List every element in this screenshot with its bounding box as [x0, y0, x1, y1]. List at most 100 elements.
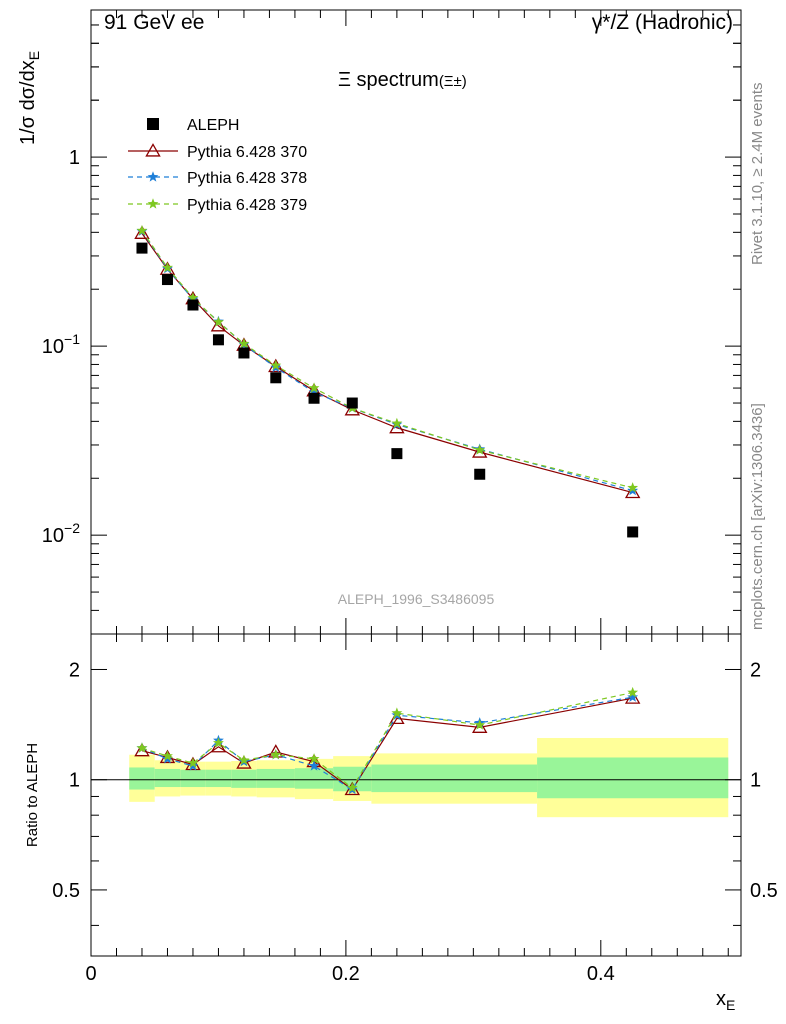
ratio-inner-band	[180, 769, 206, 788]
data-point	[238, 338, 250, 349]
legend-marker	[147, 171, 159, 182]
data-point	[474, 468, 486, 480]
ratio-point	[270, 749, 282, 760]
series-pythia-6-428-379	[136, 224, 639, 493]
data-point	[391, 417, 403, 429]
ratio-y-tick-label: 1	[69, 770, 80, 792]
ratio-y-tick-label: 2	[69, 659, 80, 681]
main-y-tick-label: 10−2	[42, 520, 80, 547]
ratio-point	[391, 707, 403, 718]
data-point	[187, 299, 199, 311]
ratio-point	[474, 719, 486, 730]
ratio-point	[627, 691, 639, 702]
data-point	[308, 382, 320, 393]
data-point	[270, 359, 282, 371]
ratio-point	[346, 782, 358, 793]
legend-label: Pythia 6.428 379	[187, 197, 307, 214]
plot-title-main: Ξ spectrum	[338, 69, 439, 91]
ratio-point	[187, 757, 199, 768]
ratio-x-ticks: 0 0.2 0.4	[85, 634, 729, 985]
data-point	[210, 317, 227, 332]
analysis-watermark: ALEPH_1996_S3486095	[338, 591, 495, 607]
ratio-point	[627, 686, 639, 698]
data-point	[627, 482, 639, 493]
data-point	[627, 526, 639, 538]
ratio-y-tick-label-right: 0.5	[750, 880, 778, 902]
series-line	[141, 230, 633, 489]
ratio-panel: 0.5 0.5 1 1 2 2 0 0.2 0.4 Ratio to ALEPH xE	[24, 633, 778, 1013]
ratio-series	[134, 686, 641, 796]
data-point	[136, 242, 148, 254]
legend-label: ALEPH	[187, 117, 239, 134]
plot-title-sub: (Ξ±)	[439, 73, 467, 90]
legend: ALEPH Pythia 6.428 370 Pythia 6.428 378 Pyt…	[128, 117, 307, 214]
ratio-point	[162, 750, 173, 761]
x-tick-label: 0	[85, 963, 96, 985]
ratio-inner-band	[129, 767, 155, 790]
legend-marker	[147, 118, 159, 130]
main-panel: 1 10−1 10−2 1/σ dσ/dxE Ξ spectrum(Ξ±) ALEP…	[17, 9, 742, 635]
main-series	[134, 224, 641, 538]
ratio-inner-band	[231, 769, 257, 788]
legend-marker	[145, 143, 161, 157]
series-pythia-6-428-378	[136, 225, 639, 496]
ratio-inner-band	[256, 768, 295, 788]
ratio-uncertainty-bands	[129, 737, 729, 818]
legend-entry-pythia-6-428-370: Pythia 6.428 370	[128, 143, 307, 161]
data-point	[238, 347, 250, 359]
ratio-inner-band	[154, 768, 181, 788]
data-point	[346, 397, 358, 409]
data-point	[212, 334, 224, 346]
data-point	[161, 274, 173, 286]
main-plot-frame	[90, 9, 742, 635]
data-point	[213, 316, 224, 327]
main-y-tick-label: 1	[69, 147, 80, 169]
data-point	[391, 448, 403, 460]
ratio-y-tick-label: 0.5	[52, 880, 80, 902]
series-aleph	[136, 242, 639, 538]
data-point	[308, 386, 320, 397]
legend-entry-pythia-6-428-378: Pythia 6.428 378	[128, 170, 307, 187]
ratio-inner-band	[205, 769, 232, 788]
ratio-point	[238, 754, 250, 765]
data-point	[134, 225, 150, 239]
ratio-point	[308, 753, 320, 764]
data-point	[308, 392, 320, 404]
ratio-y-tick-label-right: 1	[750, 770, 761, 792]
ratio-inner-band	[371, 764, 538, 793]
data-point	[268, 358, 284, 373]
data-point	[624, 484, 641, 499]
ratio-point	[308, 760, 320, 771]
ratio-point	[236, 755, 252, 769]
series-pythia-6-428-370	[134, 225, 641, 499]
main-x-ticks	[90, 10, 729, 634]
data-point	[187, 292, 199, 303]
ratio-y-axis-label: Ratio to ALEPH	[24, 743, 41, 847]
header-left: 91 GeV ee	[104, 11, 204, 34]
data-point	[162, 261, 173, 273]
legend-entry-aleph: ALEPH	[147, 117, 239, 134]
main-y-ticks: 1 10−1 10−2	[42, 9, 741, 635]
x-tick-label: 0.2	[332, 963, 360, 985]
main-y-axis-label: 1/σ dσ/dxE	[17, 51, 42, 145]
ratio-point	[185, 756, 201, 771]
series-line	[141, 233, 633, 494]
legend-label: Pythia 6.428 370	[187, 144, 307, 161]
header-right: γ*/Z (Hadronic)	[592, 11, 733, 34]
ratio-y-tick-label-right: 2	[750, 659, 761, 681]
ratio-series-pythia-6-428-379	[136, 686, 639, 793]
ratio-plot-frame	[90, 633, 742, 957]
main-y-tick-label: 10−1	[42, 331, 80, 358]
legend-label: Pythia 6.428 378	[187, 170, 307, 187]
data-point	[389, 419, 405, 434]
plot-title: Ξ spectrum(Ξ±)	[338, 69, 467, 91]
data-point	[270, 372, 282, 384]
legend-marker	[147, 198, 159, 209]
rivet-side-text: Rivet 3.1.10, ≥ 2.4M events	[749, 83, 766, 266]
ratio-point	[136, 742, 148, 753]
data-point	[136, 224, 148, 236]
ratio-point	[213, 737, 224, 748]
legend-entry-pythia-6-428-379: Pythia 6.428 379	[128, 197, 307, 214]
ratio-y-ticks: 0.5 0.5 1 1 2 2	[52, 659, 778, 926]
